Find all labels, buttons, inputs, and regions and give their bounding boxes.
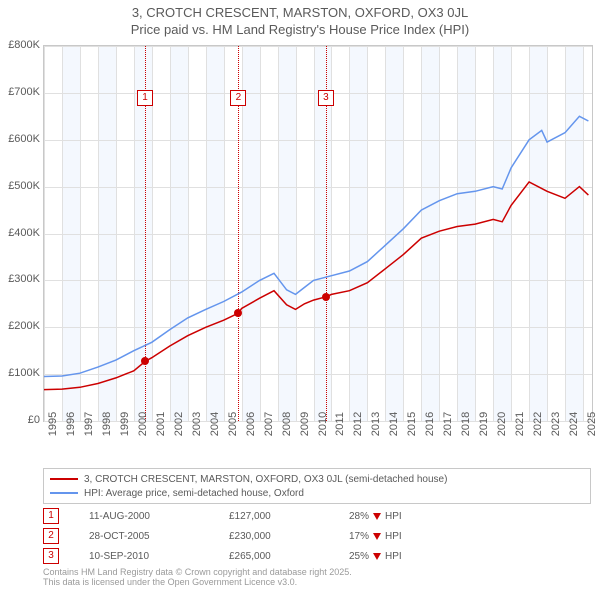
y-axis-tick-label: £0 [28,414,40,426]
x-axis-tick-label: 1996 [65,412,77,436]
y-axis-tick-label: £800K [8,39,40,51]
x-axis-tick-label: 2016 [424,412,436,436]
x-axis-tick-label: 2021 [514,412,526,436]
x-axis-tick-label: 2010 [317,412,329,436]
series-line [44,116,588,376]
transaction-number-box: 3 [43,548,59,564]
diff-percent: 17% [349,531,369,542]
arrow-down-icon [373,513,381,520]
title-line-2: Price paid vs. HM Land Registry's House … [0,22,600,39]
x-axis-tick-label: 2003 [191,412,203,436]
x-axis-tick-label: 2020 [496,412,508,436]
transaction-diff: 28% HPI [349,511,402,522]
x-axis-tick-label: 2007 [263,412,275,436]
x-axis-tick-label: 2018 [460,412,472,436]
x-axis-tick-label: 2004 [209,412,221,436]
transaction-price: £230,000 [229,531,349,542]
transaction-number-box: 2 [43,528,59,544]
footer-attribution: Contains HM Land Registry data © Crown c… [43,568,352,588]
diff-suffix: HPI [385,511,402,522]
x-axis-tick-label: 2024 [568,412,580,436]
arrow-down-icon [373,533,381,540]
x-axis-tick-label: 2006 [245,412,257,436]
x-axis-tick-label: 2000 [137,412,149,436]
x-axis-tick-label: 2009 [299,412,311,436]
y-axis-tick-label: £100K [8,367,40,379]
y-axis-tick-label: £400K [8,227,40,239]
legend-label: 3, CROTCH CRESCENT, MARSTON, OXFORD, OX3… [84,474,447,485]
chart-plot-area: 123 [43,45,593,422]
x-axis-tick-label: 2013 [370,412,382,436]
x-axis-tick-label: 2022 [532,412,544,436]
diff-suffix: HPI [385,551,402,562]
transaction-diff: 25% HPI [349,551,402,562]
y-axis-tick-label: £500K [8,180,40,192]
chart-title: 3, CROTCH CRESCENT, MARSTON, OXFORD, OX3… [0,0,600,39]
transaction-price: £127,000 [229,511,349,522]
transaction-date: 11-AUG-2000 [89,511,229,522]
x-axis-tick-label: 2015 [406,412,418,436]
legend-label: HPI: Average price, semi-detached house,… [84,488,304,499]
transaction-date: 10-SEP-2010 [89,551,229,562]
x-axis-tick-label: 2025 [586,412,598,436]
diff-percent: 25% [349,551,369,562]
x-axis-tick-label: 2014 [388,412,400,436]
x-axis-tick-label: 2001 [155,412,167,436]
y-axis-tick-label: £600K [8,133,40,145]
transaction-row: 3 10-SEP-2010£265,00025% HPI [43,546,402,566]
y-axis-tick-label: £700K [8,86,40,98]
x-axis-tick-label: 2011 [334,412,346,436]
chart-svg [44,46,592,421]
transaction-diff: 17% HPI [349,531,402,542]
legend-item: 3, CROTCH CRESCENT, MARSTON, OXFORD, OX3… [50,472,584,486]
x-axis-tick-label: 1995 [47,412,59,436]
legend-item: HPI: Average price, semi-detached house,… [50,486,584,500]
data-point-marker [322,293,330,301]
x-axis-tick-label: 2019 [478,412,490,436]
legend: 3, CROTCH CRESCENT, MARSTON, OXFORD, OX3… [43,468,591,504]
x-axis-tick-label: 2012 [352,412,364,436]
x-axis-tick-label: 2005 [227,412,239,436]
y-axis-tick-label: £200K [8,320,40,332]
x-axis-tick-label: 2017 [442,412,454,436]
x-axis-tick-label: 1998 [101,412,113,436]
transaction-date: 28-OCT-2005 [89,531,229,542]
diff-suffix: HPI [385,531,402,542]
transaction-price: £265,000 [229,551,349,562]
x-axis-tick-label: 2023 [550,412,562,436]
arrow-down-icon [373,553,381,560]
transaction-number-box: 1 [43,508,59,524]
series-line [44,182,588,390]
transaction-table: 1 11-AUG-2000£127,00028% HPI 2 28-OCT-2005£2… [43,506,402,566]
transaction-row: 1 11-AUG-2000£127,00028% HPI [43,506,402,526]
diff-percent: 28% [349,511,369,522]
x-axis-tick-label: 2002 [173,412,185,436]
x-axis-tick-label: 2008 [281,412,293,436]
legend-swatch [50,492,78,494]
transaction-row: 2 28-OCT-2005£230,00017% HPI [43,526,402,546]
legend-swatch [50,478,78,480]
y-axis-tick-label: £300K [8,273,40,285]
footer-line-2: This data is licensed under the Open Gov… [43,578,352,588]
title-line-1: 3, CROTCH CRESCENT, MARSTON, OXFORD, OX3… [0,5,600,22]
x-axis-tick-label: 1999 [119,412,131,436]
x-axis-tick-label: 1997 [83,412,95,436]
